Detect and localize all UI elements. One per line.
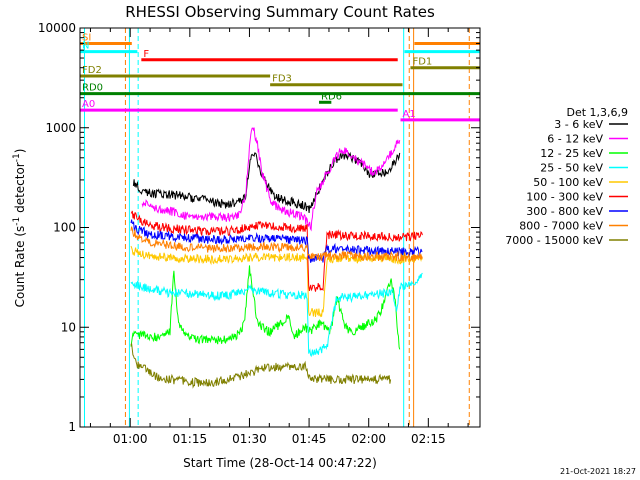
y-axis-label-suffix: ) <box>13 149 27 154</box>
y-tick-label-10: 10 <box>61 320 76 334</box>
series-line-25-50-kev <box>130 272 423 358</box>
x-axis-label: Start Time (28-Oct-14 00:47:22) <box>183 456 377 470</box>
state-bar-label-fd2: FD2 <box>82 65 102 76</box>
state-bar-label-rd0: RD0 <box>82 83 103 94</box>
legend-title: Det 1,3,6,9 <box>566 106 628 119</box>
legend-label-300-800-kev: 300 - 800 keV <box>526 205 603 218</box>
state-bar-label-n: N <box>82 41 89 52</box>
legend-label-12-25-kev: 12 - 25 keV <box>540 147 603 160</box>
legend-label-3-6-kev: 3 - 6 keV <box>554 118 603 131</box>
x-tick-label-90: 01:30 <box>232 432 267 446</box>
chart-title: RHESSI Observing Summary Count Rates <box>125 3 435 21</box>
legend-label-25-50-kev: 25 - 50 keV <box>540 162 603 175</box>
x-tick-label-120: 02:00 <box>351 432 386 446</box>
y-tick-label-1: 1 <box>68 420 76 434</box>
y-tick-label-100: 100 <box>53 221 76 235</box>
y-axis-label: Count Rate (s-1 detector-1) <box>12 149 27 308</box>
y-axis-label-prefix: Count Rate (s <box>13 226 27 308</box>
date-stamp: 21-Oct-2021 18:27 <box>560 467 636 476</box>
x-axis-ticks: 01:00 01:15 01:30 01:45 02:00 02:15 <box>89 28 469 446</box>
state-bar-label-si: SI <box>82 32 91 43</box>
series-line-800-7000-kev <box>130 226 423 262</box>
series-line-50-100-kev <box>130 245 423 318</box>
y-tick-label-1000: 1000 <box>45 121 76 135</box>
y-tick-label-10000: 10000 <box>38 21 76 35</box>
y-axis-label-exponent-2: -1 <box>12 153 22 162</box>
y-axis-ticks: 1 10 100 1000 10000 <box>38 21 480 434</box>
state-bar-label-a0: A0 <box>82 99 95 110</box>
legend-label-6-12-kev: 6 - 12 keV <box>547 133 603 146</box>
y-axis-label-middle: detector <box>13 162 27 217</box>
legend-label-800-7000-kev: 800 - 7000 keV <box>519 220 603 233</box>
y-axis-label-exponent-1: -1 <box>12 217 22 226</box>
series-line-6-12-kev <box>141 127 401 232</box>
series-line-100-300-kev <box>130 210 423 292</box>
state-bar-label-f: F <box>143 49 149 60</box>
legend-label-50-100-kev: 50 - 100 keV <box>533 176 603 189</box>
x-tick-label-135: 02:15 <box>411 432 446 446</box>
legend-label-100-300-kev: 100 - 300 keV <box>526 191 603 204</box>
state-bar-label-fd3: FD3 <box>272 74 292 85</box>
data-series <box>130 127 423 389</box>
series-line-7000-15000-kev <box>130 343 392 389</box>
state-bar-label-rd6: RD6 <box>321 91 342 102</box>
legend-label-7000-15000-kev: 7000 - 15000 keV <box>505 234 603 247</box>
x-tick-label-60: 01:00 <box>113 432 148 446</box>
state-bar-label-a1: A1 <box>403 109 416 120</box>
series-line-300-800-kev <box>130 219 423 263</box>
x-tick-label-75: 01:15 <box>173 432 208 446</box>
state-bars: SIN F FD1 FD2 FD3 RD0 RD6 A0 A1 <box>80 32 480 122</box>
x-tick-label-105: 01:45 <box>292 432 327 446</box>
state-bar-label-fd1: FD1 <box>412 57 432 68</box>
